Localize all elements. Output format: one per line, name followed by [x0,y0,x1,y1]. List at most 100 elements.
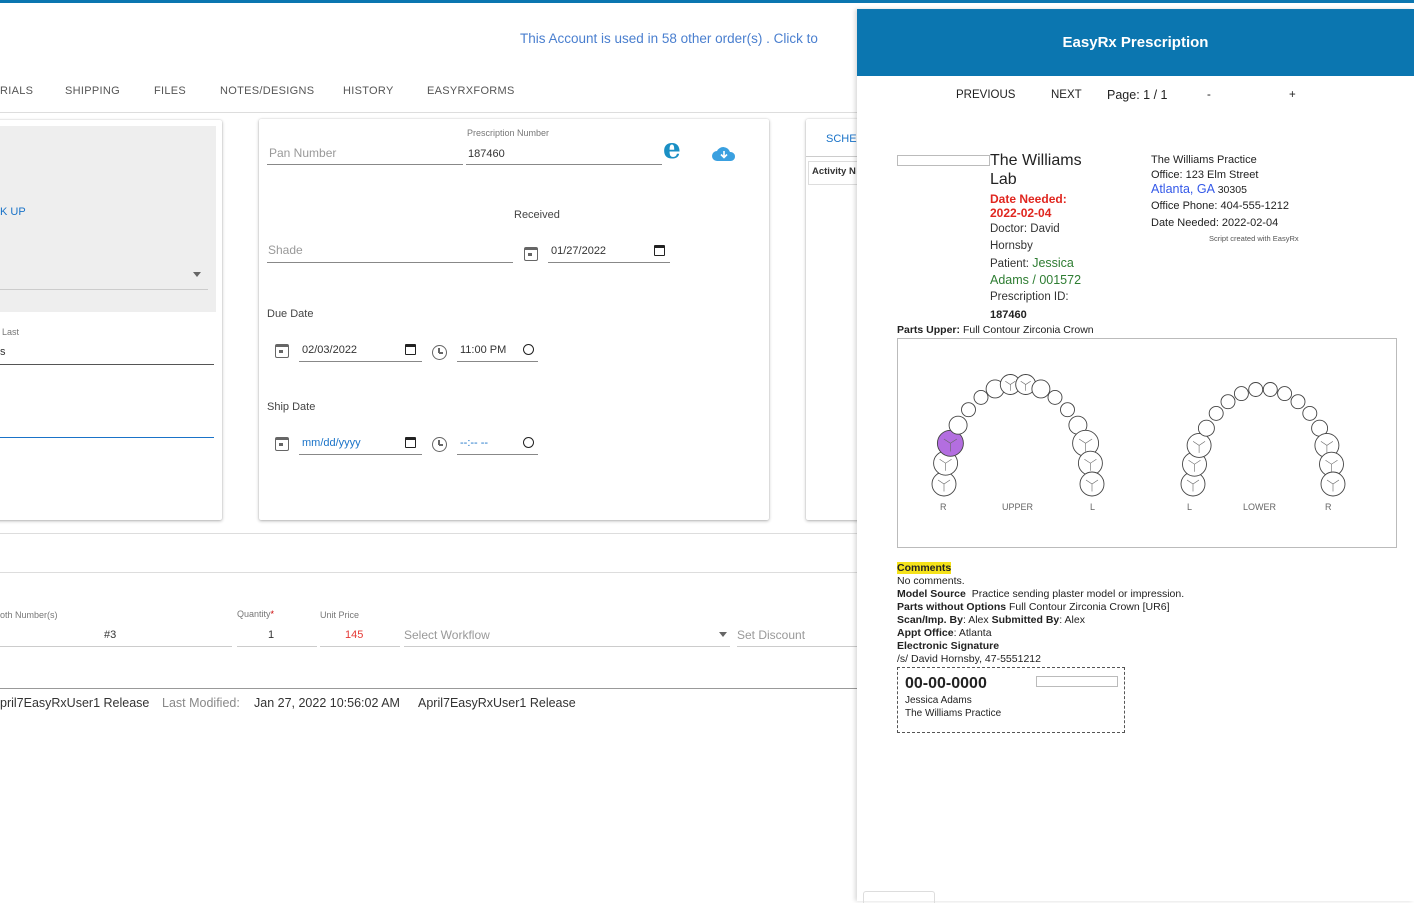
tab-shipping[interactable]: SHIPPING [65,85,120,97]
tab-history[interactable]: HISTORY [343,85,394,97]
clock-icon [432,437,447,452]
upper-tooth-groove [1020,380,1031,391]
tab-files[interactable]: FILES [154,85,187,97]
due-time-input[interactable]: 11:00 PM [460,344,507,356]
easyrx-prescription-panel: EasyRx Prescription PREVIOUS NEXT Page: … [857,9,1414,903]
script-created-note: Script created with EasyRx [1209,234,1299,243]
ship-time-input[interactable]: --:-- -- [460,437,489,449]
lower-tooth [1302,405,1318,421]
lower-tooth [1220,394,1236,410]
due-date-input[interactable]: 02/03/2022 [302,344,358,356]
quantity-label: Quantity* [237,609,275,619]
order-details-card: Pan Number Prescription Number 187460 e … [259,119,769,520]
lower-tooth [1208,405,1224,421]
office-phone: Office Phone: 404-555-1212 [1151,200,1290,212]
date-needed-label: Date Needed: [990,192,1067,206]
tab-notes-designs[interactable]: NOTES/DESIGNS [220,85,315,97]
lookup-select-line [0,289,208,290]
quantity-input[interactable]: 1 [268,629,275,641]
last-modified-date: Jan 27, 2022 10:56:02 AM [254,696,400,710]
dropdown-caret-icon[interactable] [193,272,201,277]
page-indicator: Page: 1 / 1 [1107,88,1168,102]
tooth-number-label: oth Number(s) [0,610,58,620]
workflow-select[interactable]: Select Workflow [404,628,490,642]
lower-tooth [1290,394,1306,410]
unit-price-input[interactable]: 145 [345,629,364,641]
chevron-down-icon[interactable] [719,632,727,637]
easyrx-icon[interactable]: e [663,132,681,165]
last-name-input[interactable]: s [0,346,6,358]
due-date-label: Due Date [267,308,314,320]
practice-name: The Williams Practice [1151,154,1257,166]
zoom-in-button[interactable]: + [1289,89,1296,101]
received-date-underline [548,262,670,263]
date-picker-icon[interactable] [405,344,416,355]
received-date-input[interactable]: 01/27/2022 [551,245,607,257]
date-picker-icon[interactable] [405,437,416,448]
ship-time-underline [457,454,538,455]
panel-footer-tab[interactable] [863,891,935,903]
prescription-number-input[interactable]: 187460 [468,148,505,160]
footer-divider [0,688,860,689]
pan-number-input[interactable]: Pan Number [269,146,337,160]
lower-tooth [1262,382,1278,397]
case-code: 00-00-0000 [905,675,987,692]
case-practice: The Williams Practice [905,708,1002,719]
upper-tooth [961,402,976,418]
zoom-out-button[interactable]: - [1207,89,1211,101]
tooth-chart-drawing [931,374,1346,497]
case-patient: Jessica Adams [905,695,972,706]
appt-office: Appt Office: Atlanta [897,627,992,639]
upper-tooth [973,389,989,405]
tab-easyrxforms[interactable]: EASYRXFORMS [427,85,515,97]
lab-name: The Williams [990,152,1082,169]
lookup-link[interactable]: K UP [0,206,26,218]
lower-left-label: L [1187,502,1193,512]
schedule-tab-line [806,156,876,157]
calendar-icon [275,437,289,451]
patient-name: Adams / 001572 [990,273,1082,287]
lab-logo [897,155,990,166]
account-card: K UP Last s [0,120,222,520]
lower-tooth-groove [1326,479,1340,492]
time-picker-icon[interactable] [523,437,534,448]
tab-materials[interactable]: RIALS [0,85,34,97]
upper-tooth [1031,379,1051,399]
prescription-number-underline [466,164,662,165]
last-modified-by: April7EasyRxUser1 Release [418,696,576,710]
calendar-icon [275,344,289,358]
lower-tooth-groove [1192,441,1206,453]
ship-date-input[interactable]: mm/dd/yyyy [302,437,361,449]
upper-arch-label: UPPER [1002,502,1034,512]
tab-schedule[interactable]: SCHED [826,133,865,145]
next-button[interactable]: NEXT [1051,89,1082,101]
barcode-placeholder [1036,676,1118,687]
time-picker-icon[interactable] [523,344,534,355]
prescription-id-value: 187460 [990,309,1027,321]
electronic-signature-label: Electronic Signature [897,640,1000,652]
clock-icon [432,345,447,360]
last-name-underline [0,364,214,365]
tooth-number-input[interactable]: #3 [104,629,117,641]
date-needed-line: Date Needed: 2022-02-04 [1151,217,1279,229]
date-picker-icon[interactable] [654,245,665,256]
order-tabs: RIALS SHIPPING FILES NOTES/DESIGNS HISTO… [0,85,860,107]
account-usage-notice[interactable]: This Account is used in 58 other order(s… [520,31,818,46]
doctor-name-line2: Hornsby [990,240,1033,252]
discount-input[interactable]: Set Discount [737,628,806,642]
previous-button[interactable]: PREVIOUS [956,89,1016,101]
upper-tooth-groove [1085,479,1099,492]
unit-price-underline [320,646,400,647]
upper-left-label: L [1090,502,1096,512]
lab-name-line2: Lab [990,171,1017,188]
last-modified-label: Last Modified: [162,696,240,710]
workflow-underline [404,646,730,647]
lower-tooth-groove [1325,459,1338,472]
office-address: Office: 123 Elm Street [1151,169,1259,181]
parts-upper: Parts Upper: Full Contour Zirconia Crown [897,324,1094,336]
lookup-panel [0,126,216,312]
ship-date-underline [299,454,422,455]
cloud-download-icon[interactable] [711,145,737,163]
shade-input[interactable]: Shade [268,243,303,257]
lower-tooth-groove [1188,459,1201,472]
